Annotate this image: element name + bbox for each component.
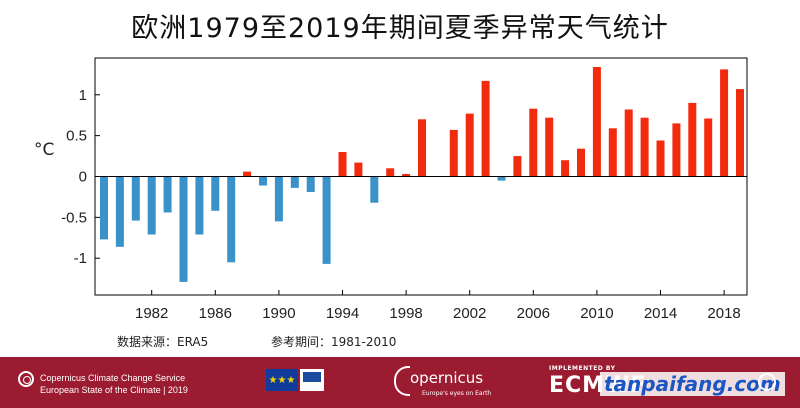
reference-period-note: 参考期间：1981-2010 xyxy=(271,335,397,349)
report-name: European State of the Climate | 2019 xyxy=(40,385,188,395)
chart-svg: -1 -0.5 0 0.5 1 1982 1986 1990 1994 1998 2002 2006 2… xyxy=(61,57,748,322)
bar-1979 xyxy=(100,176,108,240)
bar-2008 xyxy=(561,160,570,177)
x-tick-label: 1982 xyxy=(135,305,168,322)
x-tick-label: 2018 xyxy=(707,305,740,322)
y-tick-label: -0.5 xyxy=(61,209,87,226)
x-tick-label: 1986 xyxy=(199,305,232,322)
bar-2016 xyxy=(688,102,697,177)
bar-1980 xyxy=(115,176,124,247)
bar-2005 xyxy=(513,156,522,177)
bar-2001 xyxy=(449,129,458,177)
copernicus-tagline: Europe's eyes on Earth xyxy=(422,390,492,397)
bar-2012 xyxy=(624,109,633,177)
bar-2011 xyxy=(608,128,617,177)
bar-1985 xyxy=(195,176,204,235)
bar-2014 xyxy=(656,140,665,177)
bar-1993 xyxy=(322,176,331,264)
bar-1983 xyxy=(163,176,172,213)
bar-2002 xyxy=(465,113,474,177)
axes-group: -1 -0.5 0 0.5 1 1982 1986 1990 1994 1998 2002 2006 2… xyxy=(61,57,748,322)
c3s-logo-icon xyxy=(18,371,34,387)
bar-1984 xyxy=(179,176,188,282)
bar-1997 xyxy=(386,168,395,177)
bar-1995 xyxy=(354,162,363,177)
bar-2019 xyxy=(736,89,744,177)
bar-1987 xyxy=(227,176,236,263)
bar-1988 xyxy=(243,171,252,177)
x-tick-label: 2010 xyxy=(580,305,613,322)
bar-1992 xyxy=(306,176,315,192)
x-tick-label: 1998 xyxy=(389,305,422,322)
x-tick-label: 2014 xyxy=(644,305,677,322)
bar-1996 xyxy=(370,176,379,203)
copernicus-logo: opernicus xyxy=(393,366,484,396)
eu-flag-icon: ★★★ xyxy=(266,369,298,391)
bar-2003 xyxy=(481,80,490,177)
source-note: 数据来源：ERA5 xyxy=(117,335,209,349)
y-tick-label: -1 xyxy=(74,250,87,267)
partner-circle-logo-icon xyxy=(758,373,776,391)
bars-group xyxy=(100,67,744,282)
y-tick-label: 0 xyxy=(79,169,87,186)
bar-2017 xyxy=(704,118,713,177)
european-commission-logo xyxy=(300,369,324,391)
y-tick-label: 1 xyxy=(79,87,87,104)
bar-2009 xyxy=(577,148,585,177)
bar-2018 xyxy=(720,69,729,177)
bar-1998 xyxy=(402,174,411,177)
bar-1989 xyxy=(259,176,267,186)
service-name: Copernicus Climate Change Service xyxy=(40,373,186,383)
bar-1994 xyxy=(338,152,347,177)
bar-2007 xyxy=(545,117,554,177)
x-tick-label: 1994 xyxy=(326,305,359,322)
bar-2006 xyxy=(529,108,538,177)
site-watermark: tanpaifang.com xyxy=(600,372,785,396)
y-tick-label: 0.5 xyxy=(66,128,87,145)
x-tick-label: 2002 xyxy=(453,305,486,322)
implemented-by-label: IMPLEMENTED BY xyxy=(549,365,616,372)
copernicus-wordmark: opernicus xyxy=(410,369,484,387)
x-tick-label: 2006 xyxy=(517,305,550,322)
bar-1981 xyxy=(131,176,140,221)
x-tick-label: 1990 xyxy=(262,305,295,322)
bar-1991 xyxy=(290,176,299,188)
footer-banner: Copernicus Climate Change Service Europe… xyxy=(0,357,800,408)
bar-2004 xyxy=(497,176,506,181)
bar-2013 xyxy=(640,117,649,177)
chart-title: 欧洲1979至2019年期间夏季异常天气统计 xyxy=(131,13,669,44)
bar-1986 xyxy=(211,176,220,211)
bar-2010 xyxy=(592,67,601,177)
y-axis-label: °C xyxy=(34,140,55,160)
bar-1982 xyxy=(147,176,156,235)
bar-2015 xyxy=(672,123,681,177)
bar-1999 xyxy=(418,119,426,177)
bar-1990 xyxy=(274,176,283,222)
